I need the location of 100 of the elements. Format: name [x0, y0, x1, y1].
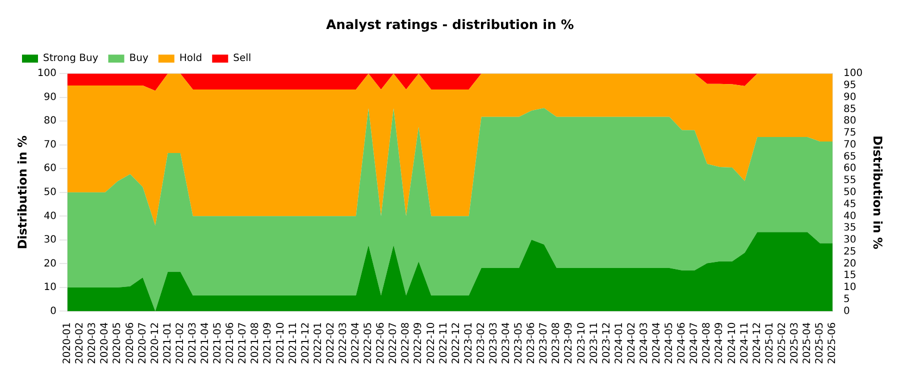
x-tick-label: 2023-01 — [463, 322, 474, 364]
x-tick-label: 2025-04 — [802, 322, 814, 364]
x-tick-label: 2022-01 — [312, 322, 324, 364]
x-tick-label: 2024-04 — [652, 322, 663, 364]
x-tick-label: 2023-04 — [501, 322, 512, 364]
y2-tick-label: 30 — [844, 234, 856, 246]
y-tick-label: 20 — [44, 258, 56, 270]
y-tick-label: 100 — [37, 68, 56, 80]
x-tick-label: 2021-09 — [262, 322, 274, 364]
y2-tick-label: 20 — [844, 258, 856, 270]
y2-tick-label: 65 — [844, 151, 856, 162]
y2-tick-label: 70 — [844, 139, 856, 150]
legend-label: Hold — [179, 53, 202, 64]
x-tick-label: 2025-05 — [814, 322, 826, 364]
legend-label: Sell — [233, 53, 252, 64]
x-tick-label: 2021-08 — [250, 322, 262, 364]
x-tick-label: 2021-07 — [238, 322, 249, 364]
x-tick-label: 2021-02 — [174, 322, 186, 364]
y2-tick-label: 50 — [844, 187, 856, 198]
x-tick-label: 2024-09 — [714, 322, 726, 364]
y2-tick-label: 45 — [844, 198, 856, 210]
y2-tick-label: 40 — [844, 210, 856, 222]
x-tick-label: 2020-02 — [74, 322, 86, 364]
y2-tick-label: 15 — [844, 270, 856, 282]
y2-tick-label: 85 — [844, 104, 856, 115]
x-tick-label: 2022-09 — [413, 322, 424, 364]
y2-tick-label: 95 — [844, 80, 856, 92]
x-tick-label: 2022-06 — [376, 322, 387, 364]
x-tick-label: 2022-07 — [388, 322, 400, 364]
y2-tick-label: 5 — [844, 294, 850, 305]
x-tick-label: 2020-04 — [100, 322, 111, 364]
x-tick-label: 2025-01 — [764, 322, 776, 364]
x-tick-label: 2021-06 — [225, 322, 236, 364]
y-axis-title: Distribution in % — [15, 136, 30, 250]
y-tick-label: 50 — [44, 187, 56, 198]
y2-tick-label: 100 — [844, 68, 863, 80]
y2-tick-label: 75 — [844, 128, 856, 139]
x-tick-label: 2023-11 — [588, 322, 600, 364]
x-tick-label: 2023-10 — [576, 322, 588, 364]
x-tick-label: 2024-10 — [726, 322, 738, 364]
x-tick-label: 2022-10 — [426, 322, 437, 364]
x-tick-label: 2023-02 — [476, 322, 487, 364]
x-tick-label: 2023-05 — [514, 322, 525, 364]
x-tick-label: 2021-01 — [162, 322, 174, 364]
x-tick-label: 2020-07 — [137, 322, 148, 364]
x-tick-label: 2024-03 — [638, 322, 650, 364]
x-tick-label: 2025-02 — [776, 322, 788, 364]
x-tick-label: 2020-12 — [150, 322, 161, 364]
x-tick-label: 2024-06 — [676, 322, 688, 364]
y2-tick-label: 25 — [844, 246, 856, 258]
y-tick-label: 90 — [44, 92, 56, 103]
y2-tick-label: 60 — [844, 163, 856, 174]
x-tick-label: 2025-06 — [827, 322, 838, 364]
chart-title: Analyst ratings - distribution in % — [326, 18, 574, 34]
x-tick-label: 2022-11 — [438, 322, 450, 364]
x-tick-label: 2023-06 — [526, 322, 538, 364]
legend-label: Buy — [129, 53, 148, 64]
y2-tick-label: 10 — [844, 282, 856, 294]
x-tick-label: 2024-05 — [664, 322, 676, 364]
x-tick-label: 2021-04 — [200, 322, 212, 364]
x-tick-label: 2024-11 — [739, 322, 750, 364]
legend-label: Strong Buy — [43, 53, 98, 64]
x-tick-label: 2022-03 — [338, 322, 349, 364]
x-tick-label: 2021-11 — [288, 322, 299, 364]
x-tick-label: 2020-06 — [124, 322, 136, 364]
y-tick-label: 30 — [44, 234, 56, 246]
y-tick-label: 70 — [44, 139, 56, 150]
x-tick-label: 2024-12 — [752, 322, 763, 364]
y2-tick-label: 80 — [844, 116, 856, 127]
x-tick-label: 2025-03 — [789, 322, 800, 364]
x-tick-label: 2022-12 — [450, 322, 462, 364]
y-tick-label: 10 — [44, 282, 56, 294]
x-tick-label: 2024-07 — [689, 322, 700, 364]
x-tick-label: 2023-03 — [488, 322, 500, 364]
x-tick-label: 2024-01 — [614, 322, 625, 364]
x-tick-label: 2021-12 — [300, 322, 312, 364]
y2-tick-label: 90 — [844, 92, 856, 103]
y2-axis-title: Distribution in % — [870, 136, 885, 250]
y2-tick-label: 35 — [844, 222, 856, 234]
y2-tick-label: 55 — [844, 175, 856, 186]
x-tick-label: 2023-07 — [538, 322, 550, 364]
x-tick-label: 2020-03 — [87, 322, 98, 364]
x-tick-label: 2023-08 — [551, 322, 562, 364]
y2-tick-label: 0 — [844, 306, 850, 317]
x-tick-label: 2022-04 — [350, 322, 362, 364]
x-tick-label: 2024-08 — [702, 322, 713, 364]
x-tick-label: 2021-10 — [275, 322, 286, 364]
y-tick-label: 0 — [50, 306, 56, 317]
y-tick-label: 40 — [44, 210, 56, 222]
x-tick-label: 2020-05 — [112, 322, 124, 364]
x-tick-label: 2021-03 — [187, 322, 198, 364]
y-tick-label: 80 — [44, 116, 56, 127]
y-tick-label: 60 — [44, 163, 56, 174]
x-tick-label: 2022-05 — [363, 322, 374, 364]
x-tick-label: 2023-09 — [564, 322, 575, 364]
x-tick-label: 2024-02 — [626, 322, 638, 364]
x-tick-label: 2021-05 — [212, 322, 224, 364]
x-tick-label: 2022-02 — [325, 322, 336, 364]
x-tick-label: 2022-08 — [400, 322, 412, 364]
x-tick-label: 2020-01 — [62, 322, 74, 364]
